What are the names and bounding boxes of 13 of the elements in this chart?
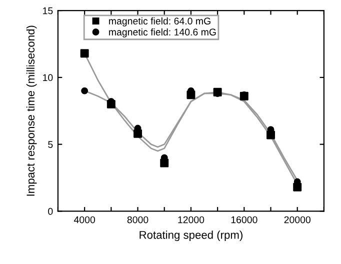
x-tick-label: 16000 bbox=[231, 216, 258, 224]
legend-label: magnetic field: 140.6 mG bbox=[109, 28, 216, 38]
x-tick-label: 8000 bbox=[127, 216, 148, 224]
y-tick-label: 5 bbox=[48, 141, 53, 148]
y-tick-label: 15 bbox=[43, 7, 53, 14]
legend-label: magnetic field: 64.0 mG bbox=[109, 17, 210, 26]
x-axis-title: Rotating speed (rpm) bbox=[140, 230, 242, 242]
x-tick-label: 4000 bbox=[74, 216, 96, 224]
x-tick-label: 20000 bbox=[284, 216, 310, 224]
y-axis-title: Impact response time (millisecond) bbox=[26, 26, 37, 196]
y-tick-label: 10 bbox=[43, 74, 53, 82]
y-tick-label: 0 bbox=[48, 208, 53, 215]
x-tick-label: 12000 bbox=[178, 216, 204, 224]
